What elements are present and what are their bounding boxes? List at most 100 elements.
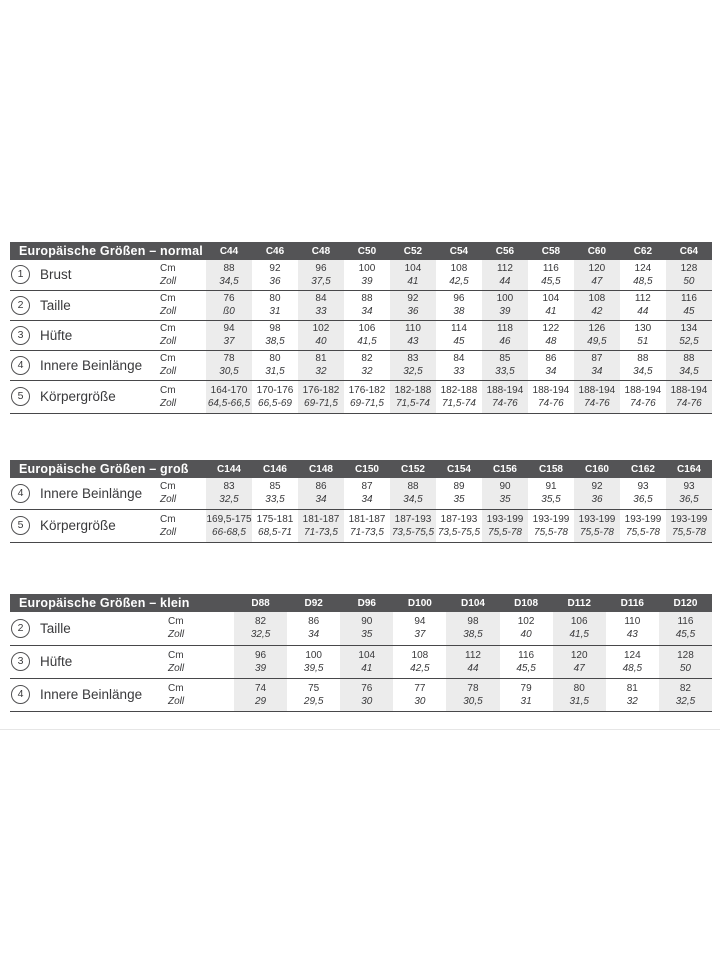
cm-value: 182-188 bbox=[440, 384, 478, 396]
zoll-value: 47 bbox=[591, 275, 603, 287]
zoll-value: 40 bbox=[315, 336, 327, 347]
row-number-badge: 1 bbox=[11, 265, 30, 285]
zoll-value: 34,5 bbox=[219, 275, 239, 287]
unit-cm-label: Cm bbox=[160, 323, 176, 334]
size-value-cell: 188-194 74-76 bbox=[619, 380, 666, 414]
cm-value: 100 bbox=[305, 649, 322, 661]
cm-value: 79 bbox=[520, 682, 532, 694]
zoll-value: 29,5 bbox=[303, 695, 324, 707]
size-value-cell: 80 31,5 bbox=[252, 350, 298, 381]
cm-value: 108 bbox=[588, 293, 606, 304]
table-header-row: Europäische Größen – klein D88 D92 D96 D100 D… bbox=[10, 594, 712, 612]
zoll-value: 74-76 bbox=[630, 397, 656, 409]
row-label: Körpergröße bbox=[40, 518, 116, 533]
zoll-value: 30,5 bbox=[219, 366, 239, 377]
zoll-value: 31,5 bbox=[569, 695, 589, 707]
cm-value: 116 bbox=[677, 616, 694, 628]
cm-value: 128 bbox=[680, 262, 698, 274]
size-value-cell: 88 34,5 bbox=[390, 478, 436, 510]
zoll-value: 74-76 bbox=[492, 397, 518, 409]
size-value-cell: 100 39 bbox=[343, 260, 390, 291]
cm-value: 169,5-175 bbox=[206, 513, 252, 525]
zoll-value: 42 bbox=[591, 306, 603, 317]
zoll-value: 34 bbox=[591, 366, 603, 377]
cm-value: 176-182 bbox=[348, 384, 386, 396]
size-value-cell: 116 45,5 bbox=[658, 612, 712, 646]
zoll-value: 38,5 bbox=[463, 629, 483, 641]
cm-value: 182-188 bbox=[394, 384, 432, 396]
size-value-cell: 82 32,5 bbox=[234, 612, 288, 646]
zoll-value: 71,5-74 bbox=[441, 397, 476, 409]
cm-value: 122 bbox=[542, 323, 560, 334]
size-value-cell: 76 30 bbox=[340, 678, 394, 712]
cm-value: 98 bbox=[467, 616, 479, 628]
zoll-value: 29 bbox=[254, 695, 267, 707]
size-value-cell: 88 34 bbox=[343, 290, 390, 321]
cm-value: 126 bbox=[588, 323, 606, 334]
cm-value: 100 bbox=[358, 262, 376, 274]
zoll-value: 35,5 bbox=[541, 494, 561, 506]
zoll-value: 41 bbox=[361, 662, 373, 674]
zoll-value: 30 bbox=[361, 695, 373, 707]
size-value-cell: 188-194 74-76 bbox=[573, 380, 620, 414]
size-value-cell: 128 50 bbox=[658, 645, 712, 679]
cm-value: 92 bbox=[407, 293, 419, 304]
size-value-cell: 75 29,5 bbox=[287, 678, 341, 712]
cm-value: 88 bbox=[683, 353, 695, 364]
size-value-cell: 102 40 bbox=[499, 612, 553, 646]
size-value-cell: 187-193 73,5-75,5 bbox=[436, 509, 482, 543]
cm-value: 116 bbox=[680, 293, 697, 304]
cm-value: 93 bbox=[637, 481, 649, 493]
cm-value: 193-199 bbox=[578, 513, 616, 525]
cm-value: 104 bbox=[404, 262, 422, 274]
cm-value: 108 bbox=[411, 649, 429, 661]
size-value-cell: 88 34,5 bbox=[665, 350, 712, 381]
size-value-cell: 86 34 bbox=[527, 350, 574, 381]
column-header: D92 bbox=[287, 594, 341, 612]
size-value-cell: 92 36 bbox=[389, 290, 436, 321]
size-value-cell: 87 34 bbox=[344, 478, 390, 510]
zoll-value: 39 bbox=[361, 275, 373, 287]
size-value-cell: 74 29 bbox=[234, 678, 288, 712]
column-header: C154 bbox=[436, 460, 482, 478]
cm-value: 187-193 bbox=[394, 513, 432, 525]
size-value-cell: 134 52,5 bbox=[665, 320, 712, 351]
row-label: Innere Beinlänge bbox=[40, 687, 143, 702]
size-value-cell: 106 41,5 bbox=[552, 612, 606, 646]
size-value-cell: 100 39 bbox=[481, 290, 528, 321]
cm-value: 77 bbox=[414, 682, 426, 694]
cm-value: 86 bbox=[545, 353, 557, 364]
row-label-cell: 4 Innere Beinlänge bbox=[10, 678, 168, 712]
zoll-value: 30,5 bbox=[463, 695, 483, 707]
page-divider bbox=[0, 729, 720, 730]
size-value-cell: 187-193 73,5-75,5 bbox=[390, 509, 436, 543]
size-value-cell: 84 33 bbox=[297, 290, 344, 321]
size-value-cell: 112 44 bbox=[446, 645, 500, 679]
cm-value: 116 bbox=[542, 262, 559, 274]
zoll-value: 75,5-78 bbox=[626, 526, 660, 538]
size-value-cell: 124 48,5 bbox=[619, 260, 666, 291]
size-value-cell: 193-199 75,5-78 bbox=[528, 509, 574, 543]
zoll-value: 46 bbox=[499, 336, 511, 347]
cm-value: 87 bbox=[361, 481, 373, 493]
row-label-cell: 5 Körpergröße bbox=[10, 380, 160, 414]
zoll-value: 33,5 bbox=[265, 494, 285, 506]
zoll-value: 50 bbox=[683, 275, 695, 287]
size-value-cell: 110 43 bbox=[605, 612, 659, 646]
column-header: C64 bbox=[665, 242, 712, 260]
zoll-value: 36 bbox=[407, 306, 419, 317]
zoll-value: 51 bbox=[637, 336, 649, 347]
column-header: D112 bbox=[552, 594, 606, 612]
size-value-cell: 88 34,5 bbox=[619, 350, 666, 381]
size-value-cell: 78 30,5 bbox=[446, 678, 500, 712]
size-value-cell: 188-194 74-76 bbox=[481, 380, 528, 414]
cm-value: 80 bbox=[573, 682, 585, 694]
zoll-value: 32 bbox=[626, 695, 638, 707]
unit-zoll-label: Zoll bbox=[160, 494, 177, 506]
size-value-cell: 124 48,5 bbox=[605, 645, 659, 679]
column-header: C52 bbox=[389, 242, 436, 260]
unit-zoll-label: Zoll bbox=[168, 695, 185, 707]
zoll-value: 44 bbox=[467, 662, 479, 674]
column-header: C48 bbox=[297, 242, 344, 260]
size-value-cell: 98 38,5 bbox=[446, 612, 500, 646]
